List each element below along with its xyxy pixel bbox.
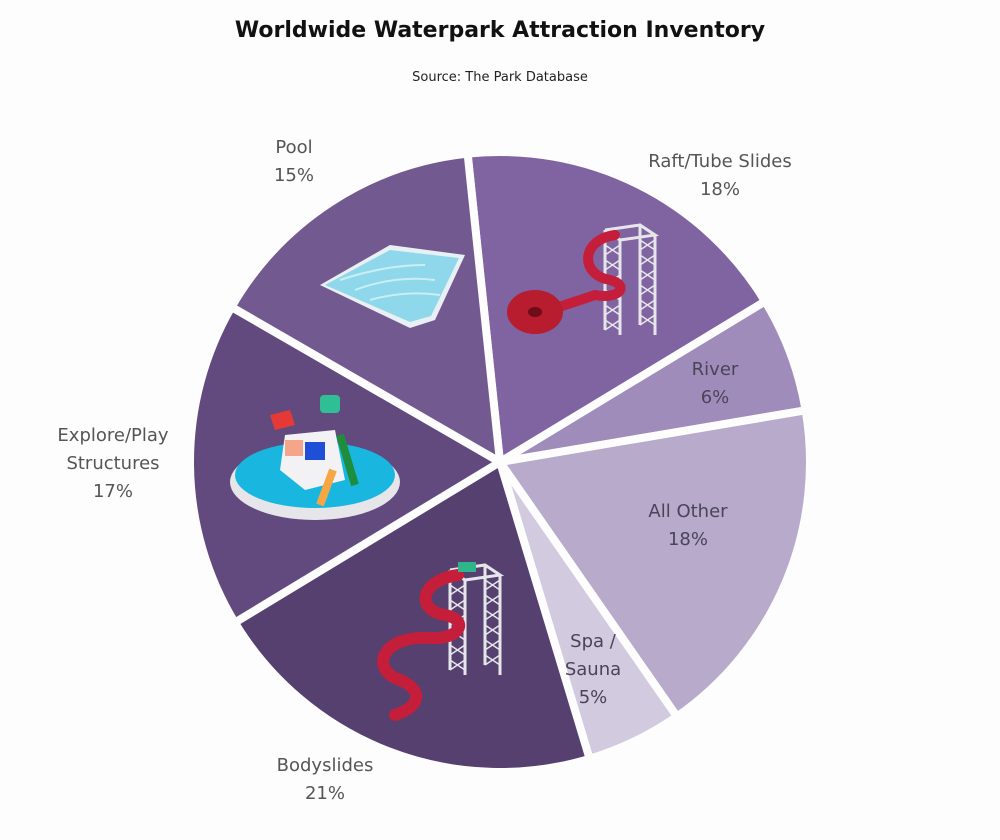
raft-slide-icon [507, 223, 660, 335]
slice-category-label: Raft/Tube Slides [648, 151, 791, 172]
slice-category-label: Sauna [565, 659, 621, 680]
pie-slice-bodyslides [230, 458, 594, 776]
slice-category-label: Pool [275, 137, 312, 158]
slice-category-label: All Other [648, 501, 728, 522]
bodyslide-icon [377, 562, 505, 721]
slice-category-label: Explore/Play [57, 425, 168, 446]
slice-category-label: Structures [66, 453, 159, 474]
chart-title: Worldwide Waterpark Attraction Inventory [234, 18, 766, 43]
slice-value-label: 5% [579, 687, 608, 708]
slice-label: Spa / Sauna 5% [565, 631, 621, 708]
slice-category-label: Spa / [570, 631, 617, 652]
slice-category-label: Bodyslides [277, 755, 374, 776]
slice-label: Raft/Tube Slides 18% [648, 151, 791, 200]
slice-label: Explore/Play Structures 17% [57, 425, 168, 502]
pie-slice-all-other [496, 406, 814, 721]
play-structure-icon [230, 395, 400, 520]
chart-subtitle: Source: The Park Database [412, 70, 588, 85]
slice-label: River 6% [692, 359, 739, 408]
slice-value-label: 15% [274, 165, 314, 186]
slice-value-label: 18% [700, 179, 740, 200]
slice-value-label: 18% [668, 529, 708, 550]
slice-value-label: 6% [701, 387, 730, 408]
pool-icon [320, 245, 465, 328]
slice-label: Bodyslides 21% [277, 755, 374, 804]
pie-slice-pool [227, 149, 504, 466]
slice-label: All Other 18% [648, 501, 728, 550]
slice-label: Pool 15% [274, 137, 314, 186]
slice-category-label: River [692, 359, 739, 380]
slice-value-label: 17% [93, 481, 133, 502]
slice-value-label: 21% [305, 783, 345, 804]
